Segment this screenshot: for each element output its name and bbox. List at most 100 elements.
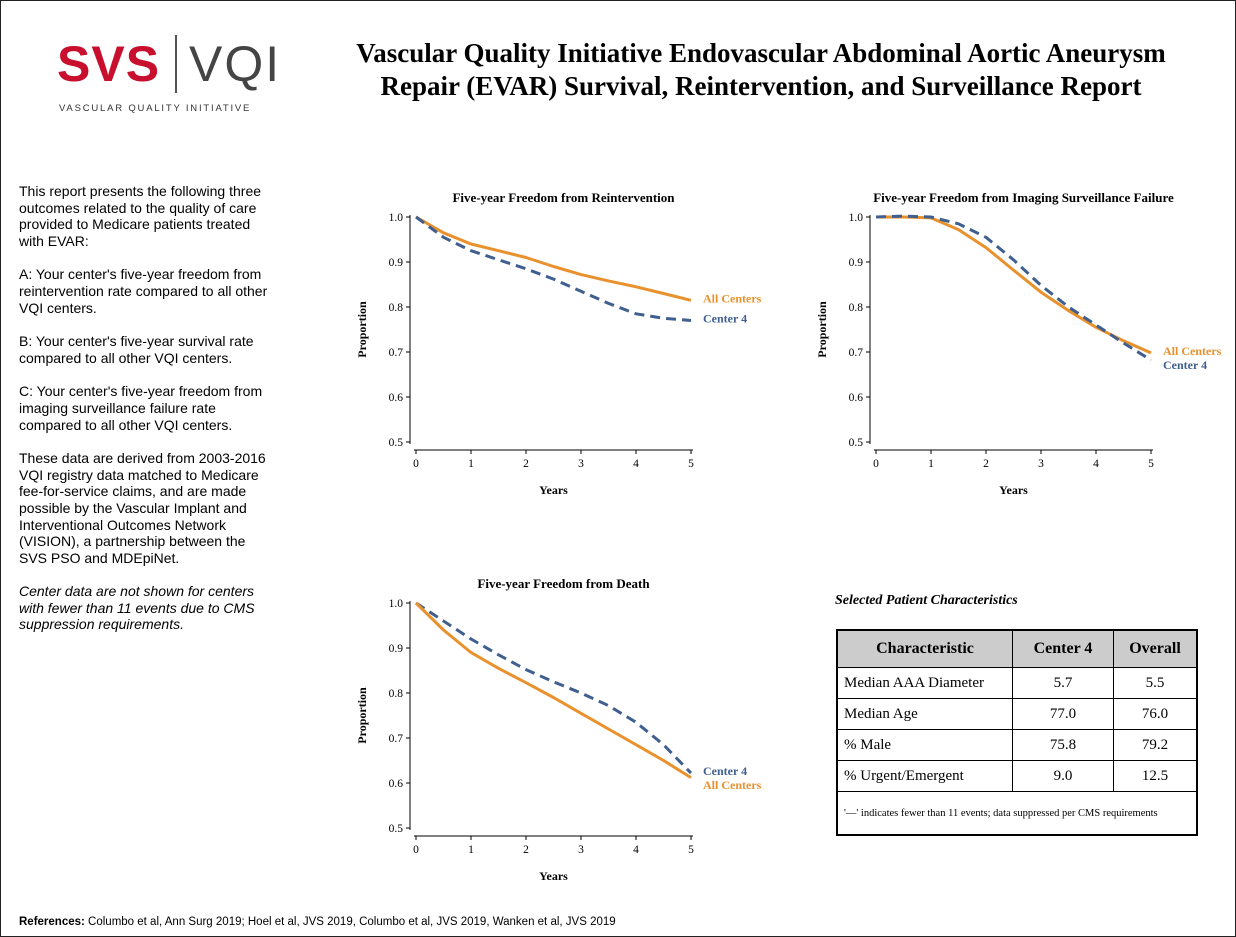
y-axis-label: Proportion	[815, 301, 829, 358]
table-row: Median AAA Diameter 5.7 5.5	[836, 667, 1198, 699]
row-overall-value: 5.5	[1113, 667, 1198, 699]
x-tick-label: 4	[633, 844, 639, 856]
x-tick-label: 2	[523, 844, 529, 856]
series-label: All Centers	[1163, 344, 1222, 358]
table-footnote: '—' indicates fewer than 11 events; data…	[836, 791, 1198, 836]
intro-outcome-c: C: Your center's five-year freedom from …	[19, 383, 263, 433]
x-tick-label: 4	[1093, 458, 1099, 470]
x-tick-label: 0	[413, 844, 419, 856]
series-center-line	[875, 214, 1152, 362]
row-center-value: 9.0	[1012, 760, 1114, 792]
y-tick-label: 0.8	[389, 302, 404, 314]
row-label: % Male	[836, 729, 1013, 761]
y-tick-label: 0.9	[849, 257, 864, 269]
intro-text: This report presents the following three…	[19, 183, 269, 650]
chart-reintervention: Five-year Freedom from Reintervention 0.5…	[346, 183, 766, 508]
references-text: Columbo et al, Ann Surg 2019; Hoel et al…	[88, 916, 616, 928]
series-label: All Centers	[703, 291, 762, 305]
y-tick-label: 0.9	[389, 257, 404, 269]
row-label: Median Age	[836, 698, 1013, 730]
row-center-value: 5.7	[1012, 667, 1114, 699]
logo-divider	[175, 35, 177, 93]
series-all-centers-line	[876, 215, 1152, 355]
x-tick-label: 3	[578, 844, 584, 856]
table-header-row: Characteristic Center 4 Overall	[836, 629, 1198, 668]
y-axis-label: Proportion	[355, 687, 369, 744]
x-tick-label: 4	[633, 458, 639, 470]
y-tick-label: 1.0	[389, 598, 404, 610]
y-tick-label: 0.6	[849, 392, 864, 404]
x-tick-label: 0	[873, 458, 879, 470]
table-row: % Male 75.8 79.2	[836, 729, 1198, 761]
header-center: Center 4	[1012, 629, 1114, 668]
x-tick-label: 3	[578, 458, 584, 470]
x-tick-label: 1	[468, 844, 474, 856]
row-center-value: 75.8	[1012, 729, 1114, 761]
intro-paragraph: This report presents the following three…	[19, 183, 262, 249]
table-note-row: '—' indicates fewer than 11 events; data…	[836, 791, 1198, 836]
x-tick-label: 1	[468, 458, 474, 470]
row-label: % Urgent/Emergent	[836, 760, 1013, 792]
y-tick-label: 1.0	[849, 212, 864, 224]
logo-subtitle: VASCULAR QUALITY INITIATIVE	[59, 103, 252, 114]
row-overall-value: 12.5	[1113, 760, 1198, 792]
row-label: Median AAA Diameter	[836, 667, 1013, 699]
chart-surveillance-failure: Five-year Freedom from Imaging Surveilla…	[806, 183, 1226, 508]
y-tick-label: 0.7	[849, 347, 864, 359]
y-tick-label: 0.5	[389, 437, 404, 449]
chart-title: Five-year Freedom from Death	[477, 576, 650, 591]
y-tick-label: 1.0	[389, 212, 404, 224]
logo-svs-text: SVS	[57, 36, 161, 92]
y-tick-label: 0.7	[389, 733, 404, 745]
y-tick-label: 0.6	[389, 392, 404, 404]
report-title-line-1: Vascular Quality Initiative Endovascular…	[356, 38, 1166, 68]
intro-outcome-b: B: Your center's five-year survival rate…	[19, 333, 254, 366]
header-overall: Overall	[1113, 629, 1198, 668]
x-tick-label: 5	[1148, 458, 1154, 470]
x-axis-label: Years	[539, 483, 568, 497]
logo-vqi-text: VQI	[189, 36, 282, 92]
table-row: Median Age 77.0 76.0	[836, 698, 1198, 730]
series-label: Center 4	[703, 764, 747, 778]
y-tick-label: 0.9	[389, 643, 404, 655]
chart-svg: Five-year Freedom from Death 0.5 0.6 0.7 0.8…	[355, 576, 762, 883]
x-tick-label: 0	[413, 458, 419, 470]
y-tick-label: 0.8	[849, 302, 864, 314]
y-tick-label: 0.7	[389, 347, 404, 359]
series-center-line	[415, 601, 693, 775]
x-tick-label: 2	[983, 458, 989, 470]
patient-characteristics-table: Characteristic Center 4 Overall Median A…	[836, 629, 1198, 836]
row-overall-value: 76.0	[1113, 698, 1198, 730]
chart-title: Five-year Freedom from Imaging Surveilla…	[873, 190, 1174, 205]
table-row: % Urgent/Emergent 9.0 12.5	[836, 760, 1198, 792]
series-all-centers-line	[414, 601, 692, 779]
x-tick-label: 1	[928, 458, 934, 470]
series-label: Center 4	[1163, 358, 1207, 372]
row-center-value: 77.0	[1012, 698, 1114, 730]
y-axis-label: Proportion	[355, 301, 369, 358]
row-overall-value: 79.2	[1113, 729, 1198, 761]
chart-title: Five-year Freedom from Reintervention	[452, 190, 675, 205]
intro-data-source: These data are derived from 2003-2016 VQ…	[19, 450, 266, 566]
x-axis-label: Years	[999, 483, 1028, 497]
chart-death: Five-year Freedom from Death 0.5 0.6 0.7 0.8…	[346, 569, 766, 894]
patient-characteristics-title: Selected Patient Characteristics	[835, 593, 1018, 608]
svs-vqi-logo: SVS VQI VASCULAR QUALITY INITIATIVE	[57, 31, 279, 121]
header-characteristic: Characteristic	[836, 629, 1013, 668]
chart-svg: Five-year Freedom from Reintervention 0.5…	[355, 190, 762, 497]
series-all-centers-line	[415, 215, 692, 302]
y-tick-label: 0.5	[849, 437, 864, 449]
intro-outcome-a: A: Your center's five-year freedom from …	[19, 266, 268, 316]
references-label: References:	[19, 916, 85, 928]
y-tick-label: 0.8	[389, 688, 404, 700]
x-tick-label: 3	[1038, 458, 1044, 470]
chart-svg: Five-year Freedom from Imaging Surveilla…	[815, 190, 1222, 497]
series-label: Center 4	[703, 312, 747, 326]
references: References: Columbo et al, Ann Surg 2019…	[19, 916, 616, 928]
report-title: Vascular Quality Initiative Endovascular…	[301, 37, 1221, 103]
series-label: All Centers	[703, 778, 762, 792]
y-tick-label: 0.6	[389, 778, 404, 790]
report-title-line-2: Repair (EVAR) Survival, Reintervention, …	[380, 71, 1142, 101]
intro-suppression-note: Center data are not shown for centers wi…	[19, 583, 255, 633]
